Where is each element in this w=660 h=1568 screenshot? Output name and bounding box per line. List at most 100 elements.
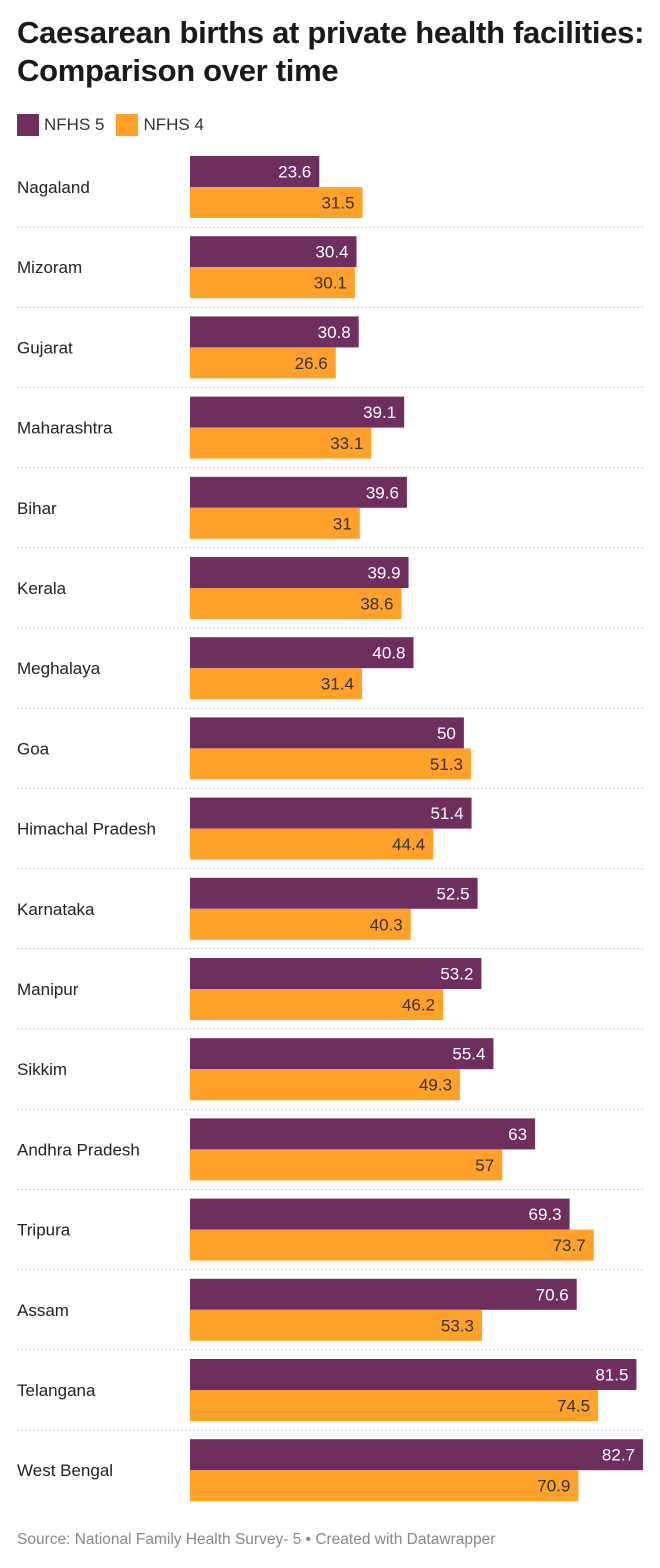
- value-label-nfhs-5: 39.6: [366, 483, 399, 502]
- category-label: Assam: [17, 1301, 69, 1320]
- legend-item-nfhs4: NFHS 4: [116, 114, 204, 136]
- bar-nfhs-4: [190, 507, 360, 539]
- row-karnataka: Karnataka 52.5 40.3: [17, 877, 643, 950]
- row-assam: Assam 70.6 53.3: [17, 1278, 643, 1351]
- category-label: Manipur: [17, 980, 79, 999]
- bar-nfhs-5: [190, 1439, 643, 1471]
- value-label-nfhs-4: 49.3: [419, 1076, 452, 1095]
- category-label: Mizoram: [17, 258, 82, 277]
- category-label: Andhra Pradesh: [17, 1140, 140, 1159]
- bar-nfhs-4: [190, 1309, 482, 1341]
- legend-swatch-nfhs5: [17, 114, 39, 136]
- value-label-nfhs-4: 51.3: [430, 755, 463, 774]
- bar-nfhs-5: [190, 797, 472, 829]
- row-bihar: Bihar 39.6 31: [17, 476, 643, 549]
- value-label-nfhs-5: 63: [508, 1125, 527, 1144]
- bar-nfhs-5: [190, 236, 357, 268]
- bar-nfhs-4: [190, 908, 411, 940]
- row-sikkim: Sikkim 55.449.3: [17, 1038, 643, 1110]
- row-goa: Goa 50 51.3: [17, 717, 643, 789]
- row-west-bengal: West Bengal 82.7 70.9: [17, 1439, 643, 1502]
- bar-nfhs-5: [190, 717, 464, 749]
- legend-item-nfhs5: NFHS 5: [17, 114, 104, 136]
- bar-nfhs-5: [190, 316, 359, 348]
- bar-nfhs-4: [190, 187, 363, 218]
- bar-nfhs-4: [190, 989, 444, 1020]
- bar-nfhs-5: [190, 1198, 570, 1230]
- bar-nfhs-4: [190, 1149, 503, 1181]
- chart-title: Caesarean births at private health facil…: [17, 15, 645, 88]
- bar-nfhs-5: [190, 1359, 637, 1390]
- category-label: West Bengal: [17, 1461, 113, 1480]
- bar-nfhs-5: [190, 476, 407, 508]
- legend: NFHS 5 NFHS 4: [17, 113, 216, 137]
- value-label-nfhs-5: 55.4: [452, 1045, 485, 1064]
- bar-nfhs-5: [190, 1038, 494, 1070]
- value-label-nfhs-5: 51.4: [430, 804, 463, 823]
- bar-nfhs-4: [190, 267, 355, 299]
- bar-nfhs-5: [190, 958, 482, 989]
- row-nagaland: Nagaland 23.6 31.5: [17, 156, 643, 228]
- category-label: Bihar: [17, 499, 57, 518]
- source-note: Source: National Family Health Survey- 5…: [17, 1531, 496, 1548]
- value-label-nfhs-5: 23.6: [278, 163, 311, 182]
- value-label-nfhs-4: 73.7: [553, 1236, 586, 1255]
- category-label: Goa: [17, 739, 50, 758]
- category-label: Gujarat: [17, 338, 73, 357]
- bar-nfhs-5: [190, 877, 478, 909]
- value-label-nfhs-5: 30.8: [318, 323, 351, 342]
- bar-nfhs-4: [190, 427, 372, 459]
- category-label: Himachal Pradesh: [17, 820, 156, 839]
- category-label: Kerala: [17, 579, 67, 598]
- bar-nfhs-5: [190, 637, 414, 669]
- value-label-nfhs-4: 57: [475, 1156, 494, 1175]
- category-label: Tripura: [17, 1221, 71, 1240]
- category-label: Karnataka: [17, 900, 95, 919]
- category-label: Meghalaya: [17, 659, 101, 678]
- value-label-nfhs-4: 40.3: [370, 915, 403, 934]
- value-label-nfhs-5: 50: [437, 724, 456, 743]
- legend-label-nfhs4: NFHS 4: [143, 115, 204, 134]
- row-maharashtra: Maharashtra 39.133.1: [17, 396, 643, 469]
- value-label-nfhs-4: 53.3: [441, 1316, 474, 1335]
- category-label: Sikkim: [17, 1060, 67, 1079]
- value-label-nfhs-4: 31: [333, 514, 352, 533]
- value-label-nfhs-4: 33.1: [330, 434, 363, 453]
- category-label: Telangana: [17, 1381, 96, 1400]
- bar-nfhs-4: [190, 748, 472, 780]
- value-label-nfhs-5: 40.8: [372, 644, 405, 663]
- value-label-nfhs-5: 69.3: [529, 1205, 562, 1224]
- category-label: Maharashtra: [17, 419, 113, 438]
- row-mizoram: Mizoram 30.4 30.1: [17, 236, 643, 308]
- bar-nfhs-4: [190, 1470, 579, 1502]
- bar-nfhs-4: [190, 347, 336, 379]
- bar-nfhs-5: [190, 396, 405, 428]
- bar-nfhs-5: [190, 557, 409, 588]
- bar-nfhs-4: [190, 1390, 599, 1421]
- value-label-nfhs-5: 52.5: [436, 884, 469, 903]
- bar-nfhs-4: [190, 1229, 594, 1261]
- category-label: Nagaland: [17, 178, 90, 197]
- row-tripura: Tripura 69.3 73.7: [17, 1198, 643, 1271]
- row-kerala: Kerala 39.9 38.6: [17, 557, 643, 629]
- value-label-nfhs-5: 39.9: [367, 564, 400, 583]
- value-label-nfhs-4: 74.5: [557, 1397, 590, 1416]
- legend-swatch-nfhs4: [116, 114, 139, 136]
- value-label-nfhs-4: 46.2: [402, 996, 435, 1015]
- bar-nfhs-4: [190, 588, 402, 619]
- bar-nfhs-5: [190, 1118, 536, 1150]
- value-label-nfhs-5: 82.7: [602, 1446, 635, 1465]
- value-label-nfhs-5: 30.4: [315, 243, 348, 262]
- value-label-nfhs-5: 81.5: [595, 1366, 628, 1385]
- bar-nfhs-4: [190, 1069, 461, 1101]
- row-manipur: Manipur 53.2 46.2: [17, 958, 643, 1030]
- row-telangana: Telangana 81.5 74.5: [17, 1359, 643, 1431]
- bar-nfhs-5: [190, 1278, 577, 1310]
- value-label-nfhs-4: 31.5: [321, 194, 354, 213]
- bar-nfhs-5: [190, 156, 320, 187]
- value-label-nfhs-4: 38.6: [360, 595, 393, 614]
- value-label-nfhs-5: 70.6: [536, 1285, 569, 1304]
- value-label-nfhs-4: 44.4: [392, 835, 425, 854]
- legend-label-nfhs5: NFHS 5: [44, 115, 105, 134]
